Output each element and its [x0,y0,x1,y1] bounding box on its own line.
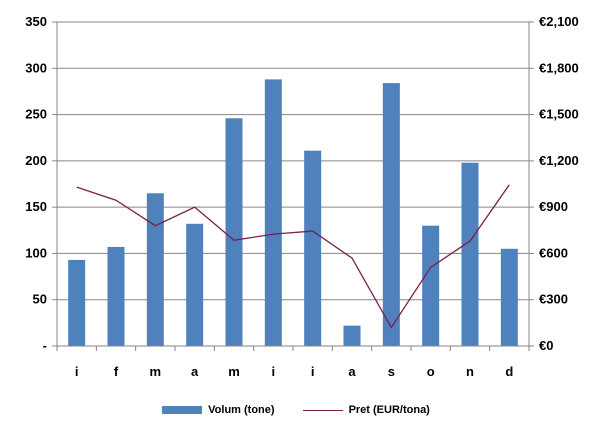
right-tick-label: €900 [539,199,568,214]
left-tick-label: 50 [33,292,47,307]
bar-o [422,225,440,346]
left-tick-label: - [43,338,47,353]
right-tick-label: €2,100 [539,14,579,29]
gridlines [57,21,529,301]
left-axis-ticks: - 50 100 150 200 250 300 350 [25,14,47,353]
bar-i [264,79,282,346]
right-tick-label: €0 [539,338,553,353]
left-tick-label: 350 [25,14,47,29]
left-tick-label: 200 [25,153,47,168]
legend-swatch-price [302,409,343,411]
x-tick-label: m [150,364,162,379]
bar-m [225,118,243,346]
bar-a [343,325,361,346]
right-axis-ticks: €0 €300 €600 €900 €1,200 €1,500 €1,800 €2,100 [539,14,579,353]
x-tick-label: n [466,364,474,379]
legend-item-volume: Volum (tone) [162,404,275,416]
left-tick-label: 250 [25,107,47,122]
bar-n [461,162,479,346]
x-tick-label: i [311,364,315,379]
x-tick-label: o [427,364,435,379]
legend-swatch-volume [162,406,203,414]
left-tick-label: 100 [25,245,47,260]
left-tick-label: 300 [25,60,47,75]
bar-i [304,150,322,346]
bar-a [186,223,204,346]
x-tick-label: i [272,364,276,379]
right-tick-label: €600 [539,245,568,260]
x-tick-label: m [228,364,240,379]
right-tick-label: €1,500 [539,107,579,122]
price-series-line [76,184,510,329]
right-tick-label: €300 [539,292,568,307]
legend-label-volume: Volum (tone) [208,404,275,416]
x-tick-label: f [114,364,119,379]
bar-s [382,83,400,347]
right-tick-label: €1,200 [539,153,579,168]
bar-d [500,248,518,346]
x-tick-label: s [388,364,395,379]
bar-m [146,193,164,346]
volume-bars [68,79,518,347]
x-tick-label: a [348,364,356,379]
legend-label-price: Pret (EUR/tona) [348,404,430,416]
axes [52,21,534,351]
legend-item-price: Pret (EUR/tona) [302,404,430,416]
bar-f [107,246,125,346]
right-tick-label: €1,800 [539,60,579,75]
left-tick-label: 150 [25,199,47,214]
x-tick-label: d [505,364,513,379]
bar-i [68,259,86,346]
x-tick-label: i [75,364,79,379]
legend: Volum (tone) Pret (EUR/tona) [0,400,592,420]
price-line [76,184,510,329]
x-tick-label: a [191,364,199,379]
